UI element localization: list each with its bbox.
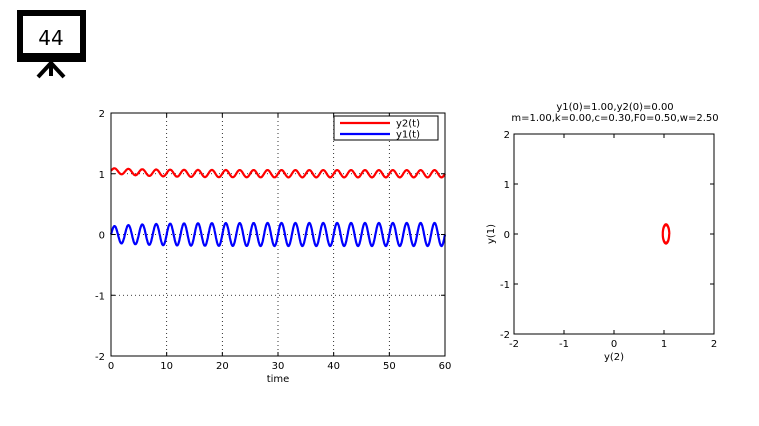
slide-number: 44 xyxy=(38,26,63,50)
x-tick-label: 50 xyxy=(383,361,396,372)
x-tick-label: 40 xyxy=(327,361,340,372)
x-tick-label: 20 xyxy=(216,361,229,372)
x-tick-label: 60 xyxy=(439,361,452,372)
x-tick-label: 10 xyxy=(160,361,173,372)
y-tick-label: 0 xyxy=(99,231,105,242)
phase-trajectory xyxy=(661,223,671,245)
series-line-y2t xyxy=(110,167,446,179)
series-line-y1t xyxy=(109,221,447,248)
y-tick-label: -2 xyxy=(500,330,510,341)
time-series-chart: 0 10 20 30 40 50 60 -2 -1 0 1 2 time y2(t)y1(t) xyxy=(95,109,451,385)
x-axis-label: y(2) xyxy=(604,352,624,363)
y-tick-label: -1 xyxy=(500,280,510,291)
x-tick-label: 0 xyxy=(611,339,617,350)
y-tick-label: -1 xyxy=(95,291,105,302)
x-tick-label: 30 xyxy=(272,361,285,372)
legend-box xyxy=(333,115,439,141)
x-tick-label: 0 xyxy=(108,361,114,372)
y-tick-label: 2 xyxy=(99,109,105,120)
x-tick-label: 1 xyxy=(661,339,667,350)
legend-entry: y1(t) xyxy=(396,130,420,141)
legend-entry: y2(t) xyxy=(396,119,420,130)
plot-frame xyxy=(513,133,715,335)
y-tick-label: 2 xyxy=(504,130,510,141)
phase-plot-chart: y1(0)=1.00,y2(0)=0.00m=1.00,k=0.00,c=0.3… xyxy=(486,102,719,363)
y-axis-label: y(1) xyxy=(486,224,497,244)
y-tick-label: 1 xyxy=(504,180,510,191)
presentation-board-icon xyxy=(17,10,86,79)
y-tick-label: -2 xyxy=(95,352,105,363)
chart-title-line: m=1.00,k=0.00,c=0.30,F0=0.50,w=2.50 xyxy=(511,113,718,124)
x-axis-label: time xyxy=(267,374,290,385)
y-tick-label: 0 xyxy=(504,230,510,241)
y-tick-label: 1 xyxy=(99,170,105,181)
x-tick-label: -1 xyxy=(559,339,569,350)
x-tick-label: -2 xyxy=(509,339,519,350)
slide-number-badge: 44 xyxy=(17,10,86,79)
chart-title-line: y1(0)=1.00,y2(0)=0.00 xyxy=(556,102,673,113)
x-tick-label: 2 xyxy=(711,339,717,350)
legend: y2(t)y1(t) xyxy=(333,115,439,141)
